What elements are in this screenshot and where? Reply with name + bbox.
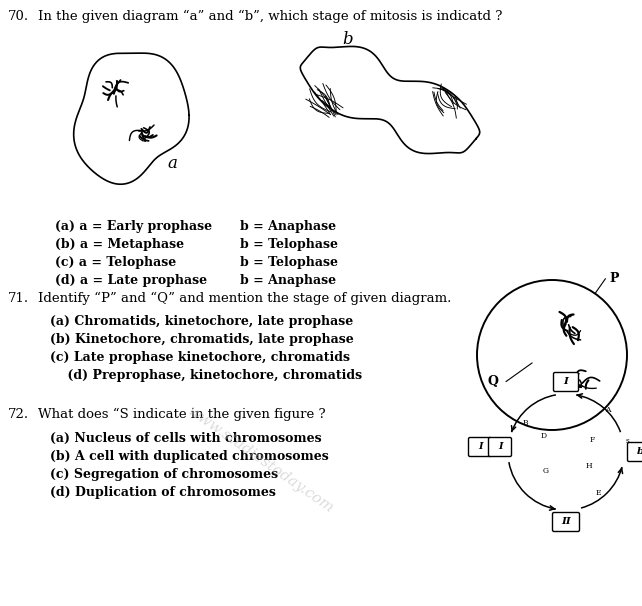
Text: (d) Preprophase, kinetochore, chromatids: (d) Preprophase, kinetochore, chromatids (50, 369, 362, 382)
Text: P: P (609, 272, 619, 285)
Text: b = Anaphase: b = Anaphase (240, 220, 336, 233)
Text: (a) Nucleus of cells with chromosomes: (a) Nucleus of cells with chromosomes (50, 432, 322, 445)
Text: (c) Late prophase kinetochore, chromatids: (c) Late prophase kinetochore, chromatid… (50, 351, 350, 364)
Text: What does “S indicate in the given figure ?: What does “S indicate in the given figur… (38, 408, 325, 421)
Text: (c) Segregation of chromosomes: (c) Segregation of chromosomes (50, 468, 278, 481)
Text: b = Anaphase: b = Anaphase (240, 274, 336, 287)
FancyBboxPatch shape (627, 442, 642, 462)
Text: (b) A cell with duplicated chromosomes: (b) A cell with duplicated chromosomes (50, 450, 329, 463)
Text: G: G (542, 467, 549, 474)
Text: 71.: 71. (8, 292, 29, 305)
Text: (c) a = Telophase: (c) a = Telophase (55, 256, 177, 269)
Text: (b) a = Metaphase: (b) a = Metaphase (55, 238, 184, 251)
FancyBboxPatch shape (469, 438, 492, 456)
FancyBboxPatch shape (489, 438, 512, 456)
Text: (a) a = Early prophase: (a) a = Early prophase (55, 220, 212, 233)
Text: 72.: 72. (8, 408, 29, 421)
Text: (a) Chromatids, kinetochore, late prophase: (a) Chromatids, kinetochore, late propha… (50, 315, 353, 328)
Text: Identify “P” and “Q” and mention the stage of given diagram.: Identify “P” and “Q” and mention the sta… (38, 292, 451, 305)
Text: In the given diagram “a” and “b”, which stage of mitosis is indicatd ?: In the given diagram “a” and “b”, which … (38, 10, 503, 23)
Text: 70.: 70. (8, 10, 29, 23)
Text: (b) Kinetochore, chromatids, late prophase: (b) Kinetochore, chromatids, late propha… (50, 333, 354, 346)
Text: (d) a = Late prophase: (d) a = Late prophase (55, 274, 207, 287)
Text: Q: Q (487, 375, 498, 388)
Text: B: B (523, 419, 528, 427)
Text: a: a (167, 155, 177, 171)
FancyBboxPatch shape (553, 373, 578, 391)
Text: H: H (586, 462, 593, 470)
Text: I: I (564, 377, 568, 386)
Text: (d) Duplication of chromosomes: (d) Duplication of chromosomes (50, 486, 276, 499)
Text: F: F (589, 436, 594, 444)
Text: I: I (498, 442, 502, 451)
Text: b = Telophase: b = Telophase (240, 238, 338, 251)
Text: A: A (605, 406, 611, 415)
Text: b: b (343, 32, 353, 48)
Text: I: I (478, 442, 482, 451)
Text: s: s (626, 437, 630, 445)
Text: b = Telophase: b = Telophase (240, 256, 338, 269)
Text: II: II (561, 517, 571, 526)
Text: D: D (541, 431, 547, 440)
FancyBboxPatch shape (553, 513, 580, 531)
Text: www.studiestoday.com: www.studiestoday.com (184, 404, 336, 516)
Text: E: E (595, 488, 601, 496)
Text: b: b (636, 447, 642, 456)
